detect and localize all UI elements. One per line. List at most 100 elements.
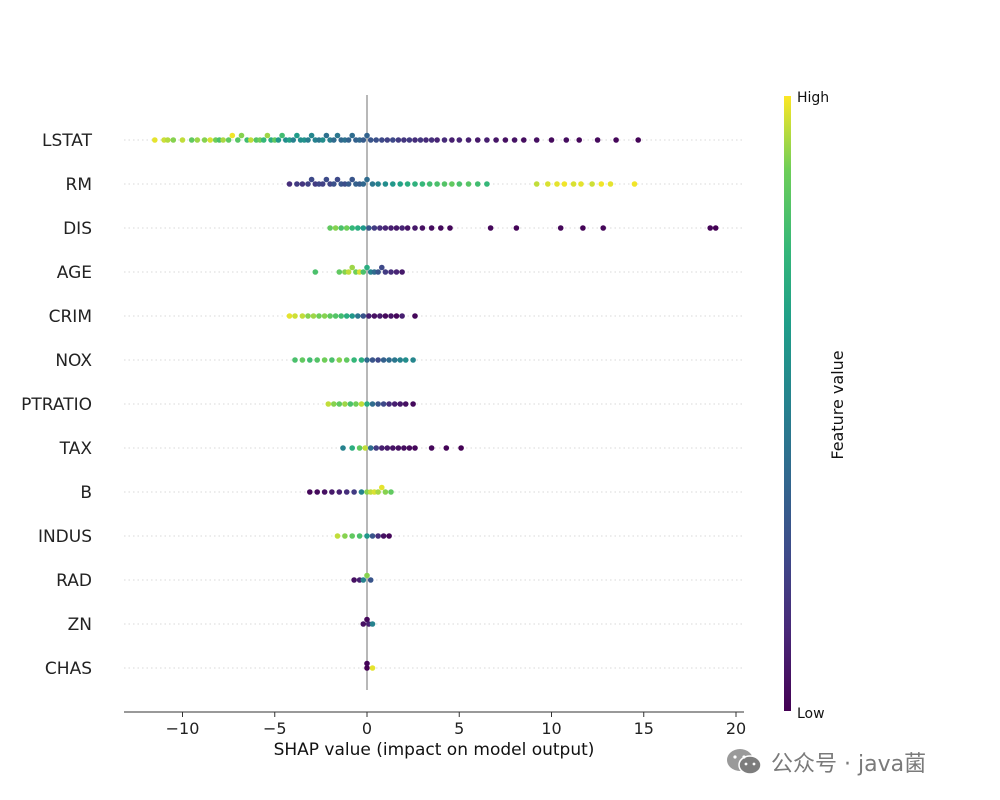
watermark-text: 公众号 · java菌 [771, 752, 927, 777]
feature-label-tax: TAX [59, 439, 93, 459]
feature-label-dis: DIS [63, 219, 92, 239]
shap-point-age [345, 269, 352, 275]
shap-point-lstat [384, 137, 391, 143]
shap-point-tax [443, 445, 450, 451]
shap-point-lstat [248, 137, 254, 143]
shap-point-zn [364, 616, 370, 623]
shap-point-rm [484, 181, 490, 187]
shap-point-dis [371, 225, 378, 231]
x-tick-label: 15 [634, 719, 654, 738]
shap-point-indus [349, 533, 356, 539]
shap-point-lstat [511, 137, 518, 143]
shap-point-lstat [238, 132, 245, 139]
shap-point-dis [419, 225, 426, 231]
shap-point-rm [441, 181, 448, 187]
shap-point-rm [308, 176, 315, 183]
shap-point-b [314, 489, 321, 495]
feature-label-b: B [80, 483, 92, 503]
shap-point-crim [371, 313, 378, 319]
shap-point-tax [373, 445, 380, 451]
shap-point-rm [474, 181, 481, 187]
x-ticks: −10 −5 0 5 10 15 20 [166, 712, 746, 738]
shap-point-rm [382, 181, 389, 187]
shap-point-crim [412, 313, 418, 319]
shap-point-dis [355, 225, 361, 231]
shap-point-crim [349, 313, 356, 319]
shap-point-ptratio [325, 401, 332, 407]
feature-label-age: AGE [57, 263, 92, 283]
x-axis-title: SHAP value (impact on model output) [274, 740, 595, 760]
shap-point-tax [367, 445, 374, 451]
points-layer [152, 132, 719, 671]
shap-point-lstat [635, 137, 641, 143]
shap-point-crim [360, 313, 367, 319]
feature-label-chas: CHAS [45, 659, 92, 679]
shap-point-lstat [294, 132, 300, 139]
shap-point-lstat [345, 137, 352, 143]
shap-point-age [388, 269, 394, 275]
shap-point-nox [336, 357, 343, 363]
shap-point-lstat [305, 137, 311, 143]
shap-point-nox [358, 357, 365, 363]
shap-point-crim [382, 313, 389, 319]
shap-point-dis [349, 225, 356, 231]
shap-point-ptratio [402, 401, 409, 407]
shap-point-nox [292, 357, 298, 363]
shap-point-nox [391, 357, 398, 363]
feature-labels: LSTAT RM DIS AGE CRIM NOX PTRATIO TAX B INDUS RAD Z… [21, 131, 92, 679]
shap-point-nox [375, 357, 381, 363]
shap-point-crim [355, 313, 361, 319]
shap-point-dis [438, 225, 444, 231]
shap-point-age [375, 269, 381, 275]
shap-point-lstat [188, 137, 195, 143]
shap-point-crim [366, 313, 372, 319]
shap-point-lstat [465, 137, 472, 143]
shap-point-rm [375, 181, 381, 187]
shap-point-rm [561, 181, 568, 187]
shap-point-lstat [521, 137, 527, 143]
shap-point-rm [419, 181, 426, 187]
shap-point-lstat [334, 132, 341, 139]
shap-point-rm [598, 181, 605, 187]
shap-point-age [336, 269, 343, 275]
shap-point-dis [332, 225, 339, 231]
shap-point-rm [334, 176, 341, 183]
shap-point-dis [557, 225, 564, 231]
shap-point-tax [458, 445, 464, 451]
shap-point-lstat [220, 137, 226, 143]
shap-point-age [360, 269, 367, 275]
shap-point-dis [360, 225, 367, 231]
shap-point-b [375, 489, 381, 495]
shap-point-rm [578, 181, 584, 187]
shap-point-lstat [373, 137, 380, 143]
shap-point-age [393, 269, 400, 275]
shap-point-rm [589, 181, 595, 187]
shap-point-crim [338, 313, 345, 319]
shap-point-ptratio [342, 401, 348, 407]
shap-point-rm [570, 181, 577, 187]
shap-point-lstat [594, 137, 601, 143]
shap-point-rm [286, 181, 293, 187]
shap-point-crim [399, 313, 405, 319]
shap-point-crim [286, 313, 293, 319]
shap-point-lstat [179, 137, 186, 143]
shap-point-lstat [323, 132, 330, 139]
shap-point-lstat [290, 137, 297, 143]
shap-point-dis [580, 225, 586, 231]
shap-point-lstat [319, 137, 326, 143]
shap-point-lstat [441, 137, 448, 143]
shap-point-rm [294, 181, 300, 187]
shap-point-lstat [474, 137, 481, 143]
shap-point-dis [399, 225, 405, 231]
shap-point-lstat [406, 137, 413, 143]
watermark: 公众号 · java菌 [725, 742, 985, 782]
shap-point-lstat [428, 137, 435, 143]
shap-point-tax [395, 445, 402, 451]
feature-label-crim: CRIM [49, 307, 92, 327]
shap-point-rm [434, 181, 440, 187]
shap-point-crim [310, 313, 317, 319]
shap-point-lstat [152, 137, 158, 143]
wechat-icon [727, 749, 762, 775]
shap-point-crim [377, 313, 383, 319]
shap-point-lstat [235, 137, 241, 143]
